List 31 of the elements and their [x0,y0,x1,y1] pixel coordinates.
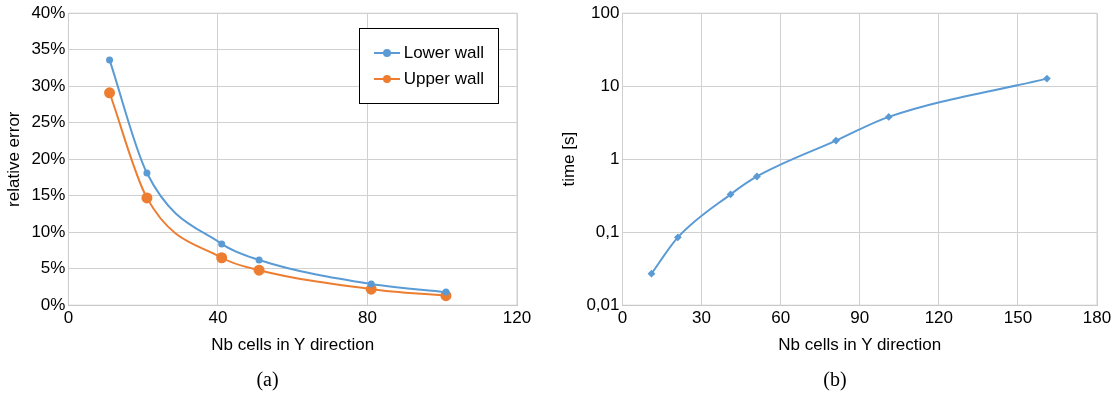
y-axis-title: relative error [3,111,23,207]
y-tick-label: 30% [31,75,66,95]
y-tick-label: 0% [40,294,66,314]
x-tick-label: 30 [692,308,712,328]
text: (a) [255,368,280,391]
y-tick-label: 25% [31,112,66,132]
x-axis-title: Nb cells in Y direction [211,335,375,355]
y-tick-label: 5% [40,258,66,278]
y-axis-title: time [s] [558,131,578,187]
y-tick-label: 1 [610,148,620,168]
x-tick-label: 180 [1082,308,1112,328]
x-tick-label: 120 [924,308,954,328]
y-tick-label: 40% [31,2,66,22]
text: (b) [822,368,848,391]
x-axis-title: Nb cells in Y direction [778,335,942,355]
legend-label: Upper wall [403,69,484,90]
y-tick-label: 10 [600,75,620,95]
y-tick-label: 0,01 [586,294,620,314]
x-tick-label: 60 [771,308,791,328]
x-tick-label: 80 [358,308,377,328]
y-tick-label: 15% [31,185,66,205]
x-tick-label: 40 [208,308,228,328]
y-tick-label: 0,1 [595,221,620,241]
y-tick-label: 35% [31,39,66,59]
y-tick-label: 100 [591,2,620,22]
x-tick-label: 120 [502,308,532,328]
y-tick-label: 20% [31,148,66,168]
x-tick-label: 150 [1003,308,1033,328]
y-tick-label: 10% [31,221,66,241]
x-tick-label: 90 [850,308,870,328]
legend-label: Lower wall [403,43,484,64]
